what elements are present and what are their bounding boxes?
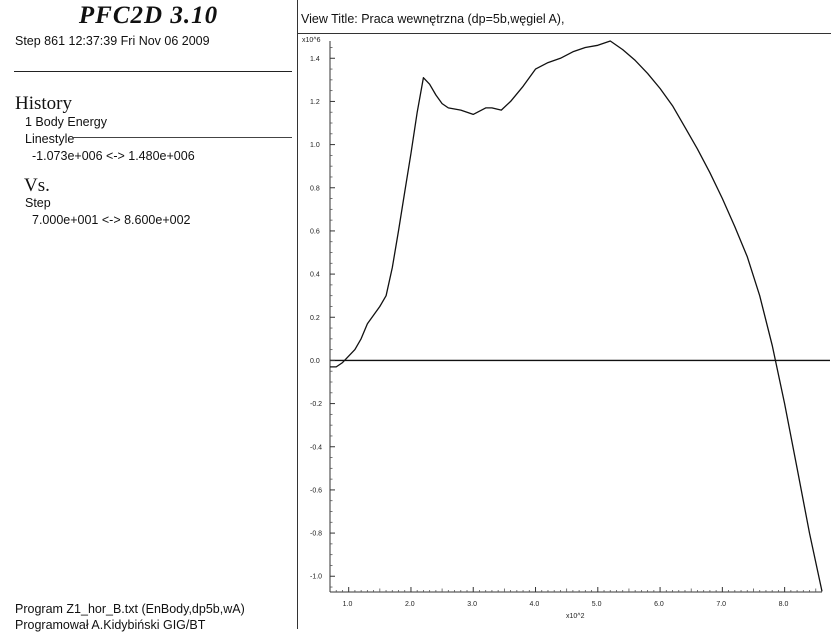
step-timestamp: Step 861 12:37:39 Fri Nov 06 2009 — [15, 34, 210, 48]
y-tick-label: 0.6 — [310, 228, 320, 235]
x-tick-label: 5.0 — [592, 601, 602, 608]
title-divider — [298, 33, 831, 34]
y-tick-label: 0.2 — [310, 315, 320, 322]
y-range-text: -1.073e+006 <-> 1.480e+006 — [32, 149, 195, 163]
y-tick-label: 1.4 — [310, 56, 320, 63]
x-tick-label: 8.0 — [779, 601, 789, 608]
energy-series-line — [330, 40, 823, 592]
x-multiplier-label: x10^2 — [566, 613, 585, 620]
history-variable: 1 Body Energy — [25, 115, 107, 129]
y-multiplier-label: x10^6 — [302, 37, 321, 44]
x-tick-label: 7.0 — [716, 601, 726, 608]
linestyle-label: Linestyle — [25, 132, 75, 146]
y-tick-label: 1.2 — [310, 99, 320, 106]
header-divider — [14, 71, 292, 72]
x-tick-label: 6.0 — [654, 601, 664, 608]
y-tick-label: 0.4 — [310, 272, 320, 279]
y-tick-label: -0.8 — [310, 531, 322, 538]
legend-panel: PFC2D 3.10 Step 861 12:37:39 Fri Nov 06 … — [0, 0, 297, 632]
panel-divider — [297, 0, 298, 629]
y-tick-label: -1.0 — [310, 574, 322, 581]
view-title: View Title: Praca wewnętrzna (dp=5b,węgi… — [301, 12, 565, 26]
y-tick-label: -0.4 — [310, 444, 322, 451]
y-tick-label: 0.0 — [310, 358, 320, 365]
linestyle-sample — [72, 137, 292, 138]
chart-ticks: 1.4 1.2 1.0 0.8 0.6 0.4 0.2 0.0 -0.2 -0.4 -0.6 -0.8… — [310, 47, 817, 608]
x-range-text: 7.000e+001 <-> 8.600e+002 — [32, 213, 191, 227]
chart-series — [330, 40, 823, 592]
app-title: PFC2D 3.10 — [78, 2, 219, 29]
x-tick-label: 1.0 — [343, 601, 353, 608]
x-tick-label: 3.0 — [467, 601, 477, 608]
vs-variable: Step — [25, 196, 51, 210]
y-tick-label: 0.8 — [310, 185, 320, 192]
history-heading: History — [15, 93, 72, 114]
y-tick-label: -0.6 — [310, 487, 322, 494]
x-tick-label: 2.0 — [405, 601, 415, 608]
chart-axes — [329, 41, 830, 593]
y-tick-label: 1.0 — [310, 142, 320, 149]
vs-heading: Vs. — [24, 175, 50, 196]
y-tick-label: -0.2 — [310, 401, 322, 408]
program-info: Program Z1_hor_B.txt (EnBody,dp5b,wA) — [15, 602, 245, 616]
x-tick-label: 4.0 — [530, 601, 540, 608]
